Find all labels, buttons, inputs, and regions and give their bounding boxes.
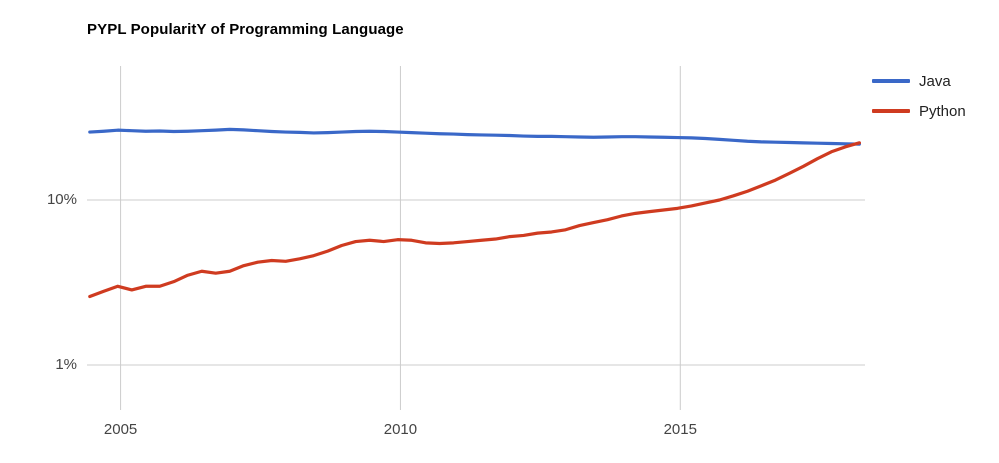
x-axis-tick-2005: 2005 [103, 421, 138, 438]
legend-swatch-java [872, 79, 910, 83]
legend-item-java[interactable]: Java [872, 66, 992, 96]
x-gridlines [120, 66, 681, 410]
data-series-group [88, 127, 862, 299]
chart-legend: Java Python [872, 66, 992, 126]
legend-item-python[interactable]: Python [872, 96, 992, 126]
y-axis-tick-1pct: 1% [55, 356, 77, 373]
y-gridlines [87, 199, 865, 366]
chart-title: PYPL PopularitY of Programming Language [87, 21, 404, 38]
series-line-java [88, 127, 862, 146]
x-axis-tick-2015: 2015 [663, 421, 697, 438]
legend-label-python: Python [919, 102, 966, 120]
series-line-python [88, 141, 862, 299]
legend-label-java: Java [919, 72, 951, 90]
y-axis-tick-10pct: 10% [46, 191, 77, 208]
x-axis-tick-2010: 2010 [383, 421, 418, 438]
legend-swatch-python [872, 109, 910, 113]
